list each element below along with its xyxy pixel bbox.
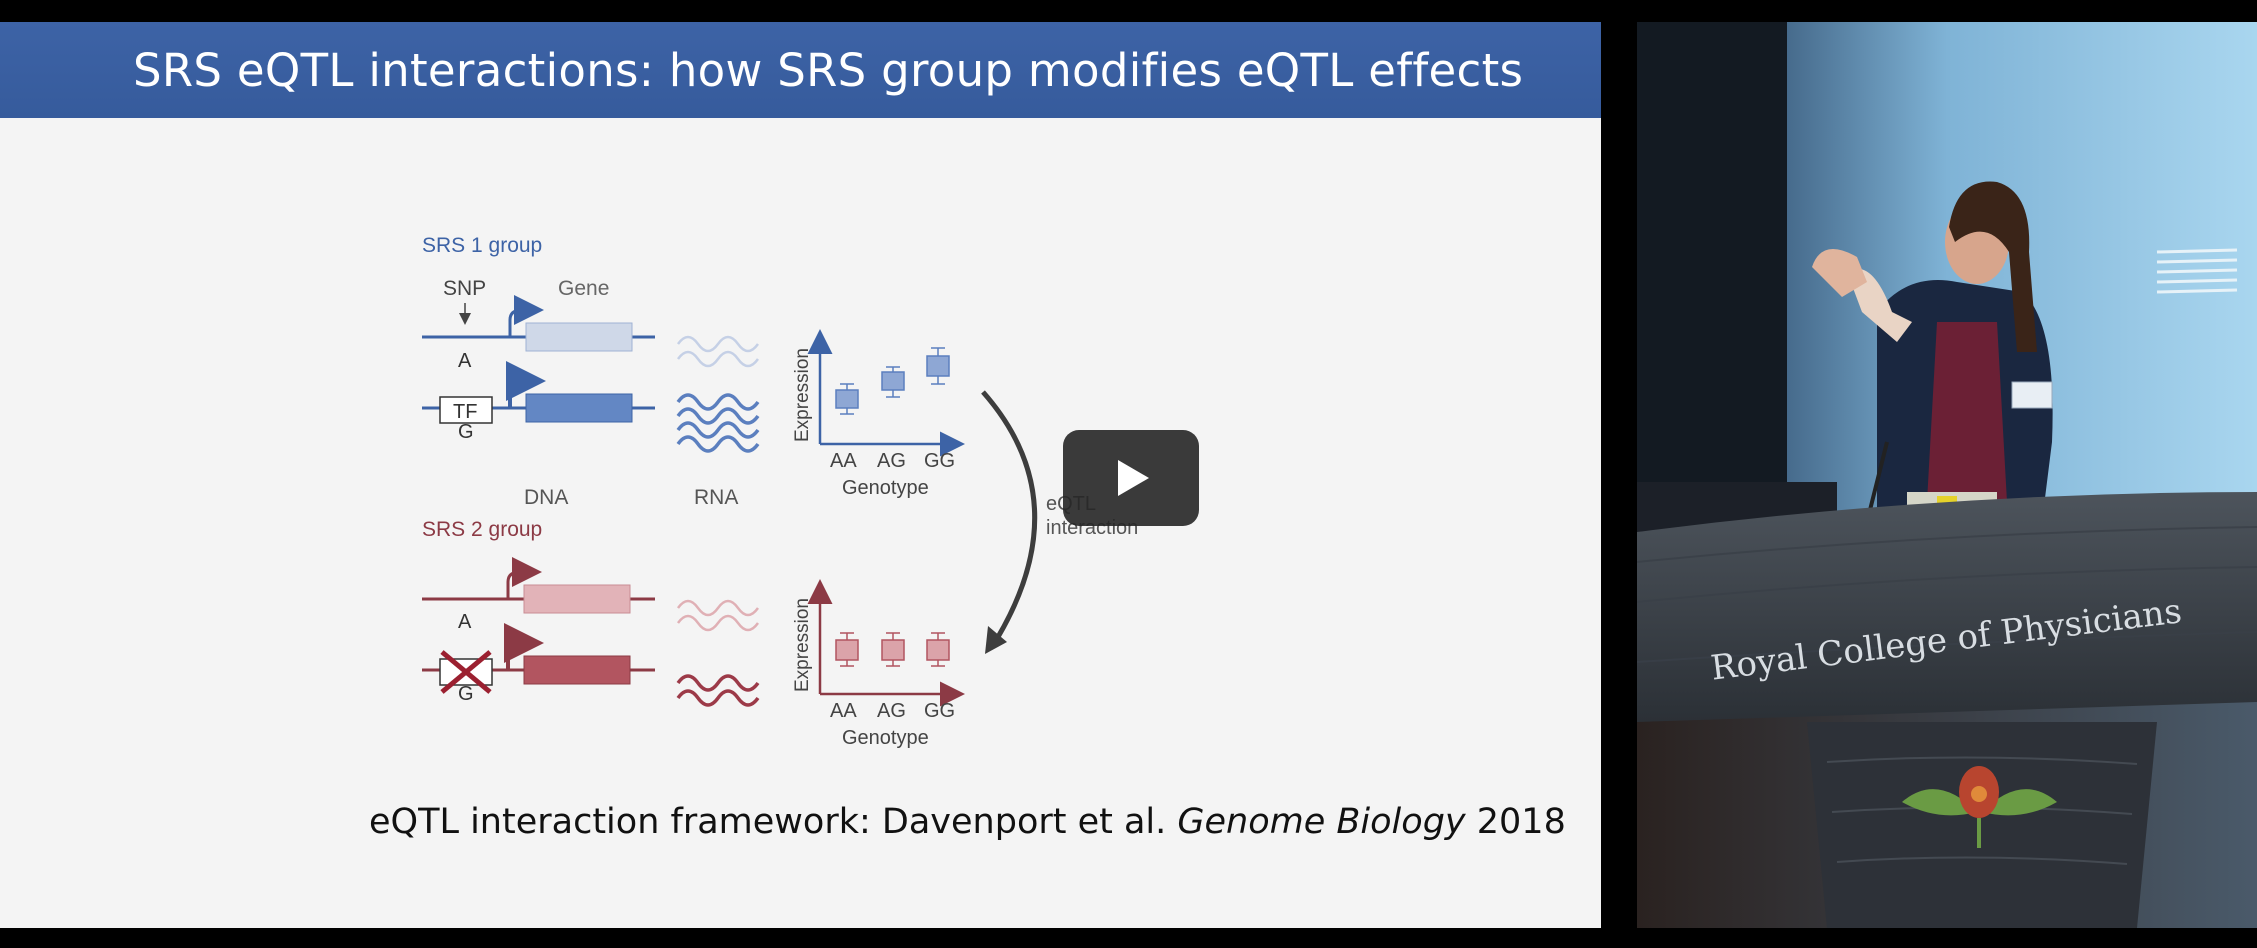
srs1-genotype-ag: AG — [877, 450, 906, 472]
play-button[interactable] — [1063, 430, 1199, 526]
srs2-dna-a: A — [422, 557, 655, 633]
srs1-genotype-gg: GG — [924, 450, 955, 472]
srs2-group-label: SRS 2 group — [422, 518, 542, 541]
citation-prefix: eQTL interaction framework: Davenport et… — [369, 802, 1178, 842]
wall-vent — [2156, 248, 2238, 294]
podium-top — [1637, 492, 2257, 722]
srs2-dna-g: G — [422, 623, 655, 705]
srs1-x-axis-label: Genotype — [842, 477, 929, 499]
snp-label: SNP — [443, 277, 486, 300]
srs2-genotype-gg: GG — [924, 700, 955, 722]
srs2-x-axis-label: Genotype — [842, 727, 929, 749]
srs2-allele-g-label: G — [458, 683, 474, 705]
allele-g-label: G — [458, 421, 474, 443]
srs2-genotype-ag: AG — [877, 700, 906, 722]
citation: eQTL interaction framework: Davenport et… — [369, 802, 1566, 842]
srs1-rna-high — [676, 393, 760, 453]
speaker-person — [1812, 181, 2053, 522]
blocked-tf-cross-icon — [440, 650, 492, 694]
srs1-y-axis-label: Expression — [792, 348, 813, 442]
citation-year: 2018 — [1465, 802, 1566, 842]
srs2-allele-a-label: A — [458, 611, 472, 633]
srs1-genotype-aa: AA — [830, 450, 857, 472]
dna-label: DNA — [524, 486, 568, 509]
speaker-scene: Royal College of Physicians — [1637, 22, 2257, 928]
presentation-slide: SRS eQTL interactions: how SRS group mod… — [0, 22, 1601, 928]
gene-label: Gene — [558, 277, 609, 300]
podium-base — [1807, 722, 2157, 928]
citation-journal: Genome Biology — [1177, 802, 1466, 842]
tf-label: TF — [453, 401, 477, 423]
eqtl-interaction-diagram: SRS 1 group SNP Gene A TF G — [422, 234, 1138, 749]
srs1-dna-a: A — [422, 295, 655, 372]
srs1-expression-plot: Expression AA AG GG Genotype — [792, 329, 965, 499]
srs1-group-label: SRS 1 group — [422, 234, 542, 257]
play-icon — [1118, 460, 1149, 496]
slide-header: SRS eQTL interactions: how SRS group mod… — [0, 22, 1601, 118]
speaker-camera-feed: Royal College of Physicians — [1637, 22, 2257, 928]
srs2-rna-low — [676, 599, 760, 632]
interaction-arrow — [981, 390, 1038, 644]
srs2-expression-plot: Expression AA AG GG Genotype — [792, 579, 965, 749]
rna-label: RNA — [694, 486, 738, 509]
srs2-y-axis-label: Expression — [792, 598, 813, 692]
college-emblem-icon — [1902, 766, 2057, 848]
srs2-rna-same — [676, 674, 760, 707]
srs1-dna-g: TF G — [422, 361, 655, 443]
srs2-genotype-aa: AA — [830, 700, 857, 722]
srs1-rna-low — [676, 335, 760, 368]
slide-title: SRS eQTL interactions: how SRS group mod… — [133, 44, 1524, 97]
allele-a-label: A — [458, 350, 472, 372]
